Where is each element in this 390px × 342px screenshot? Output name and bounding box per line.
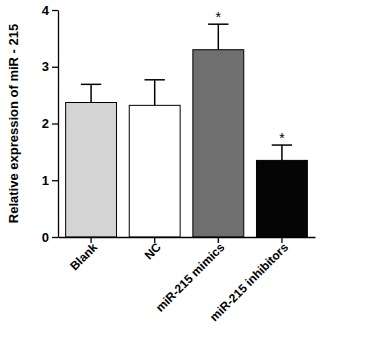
y-tick-mark [52, 67, 58, 68]
x-tick: miR-215 inhibitors [207, 237, 291, 324]
bar [66, 103, 117, 237]
error-line [218, 24, 220, 50]
y-tick: 1 [42, 173, 58, 188]
y-axis-line [58, 11, 59, 238]
y-tick: 3 [42, 59, 58, 74]
error-bar [272, 145, 292, 160]
x-tick-label: Blank [67, 240, 100, 273]
error-bar [145, 80, 165, 106]
error-cap [145, 79, 165, 81]
y-tick-label: 0 [42, 230, 49, 245]
bar [193, 50, 244, 237]
annotation: * [279, 130, 285, 146]
error-line [281, 145, 283, 160]
x-axis: Blank NCmiR-215 mimicsmiR-215 inhibitors [59, 237, 316, 324]
y-tick-mark [52, 180, 58, 181]
y-tick-mark [52, 237, 58, 238]
y-tick: 2 [42, 116, 58, 131]
error-line [90, 84, 92, 102]
error-bar [208, 24, 228, 50]
chart: * * 0 1 2 3 4 Blank NCmiR-215 mimicsmiR-215 inhi… [0, 0, 390, 342]
x-axis-line [59, 237, 316, 238]
x-tick: miR-215 mimics [153, 237, 228, 315]
bar [129, 105, 180, 237]
error-cap [81, 84, 101, 86]
y-tick-label: 3 [42, 59, 49, 74]
y-axis: 0 1 2 3 4 [42, 3, 59, 245]
bar [256, 160, 307, 237]
y-tick: 4 [42, 3, 58, 18]
x-tick-label: NC [142, 240, 164, 262]
plot: * * 0 1 2 3 4 Blank NCmiR-215 mimicsmiR-215 inhi… [42, 3, 316, 324]
annotation: * [216, 9, 222, 25]
y-axis-title: Relative expression of miR - 215 [6, 24, 21, 223]
y-tick-mark [52, 123, 58, 124]
error-line [154, 80, 156, 106]
y-tick-mark [52, 10, 58, 11]
y-tick-label: 2 [42, 116, 49, 131]
y-tick-label: 4 [42, 3, 50, 18]
bars [66, 24, 308, 237]
y-tick-label: 1 [42, 173, 49, 188]
error-bar [81, 84, 101, 102]
x-tick: NC [142, 237, 164, 262]
x-tick-label: miR-215 inhibitors [207, 240, 291, 324]
x-tick: Blank [67, 237, 100, 273]
y-tick: 0 [42, 230, 58, 245]
